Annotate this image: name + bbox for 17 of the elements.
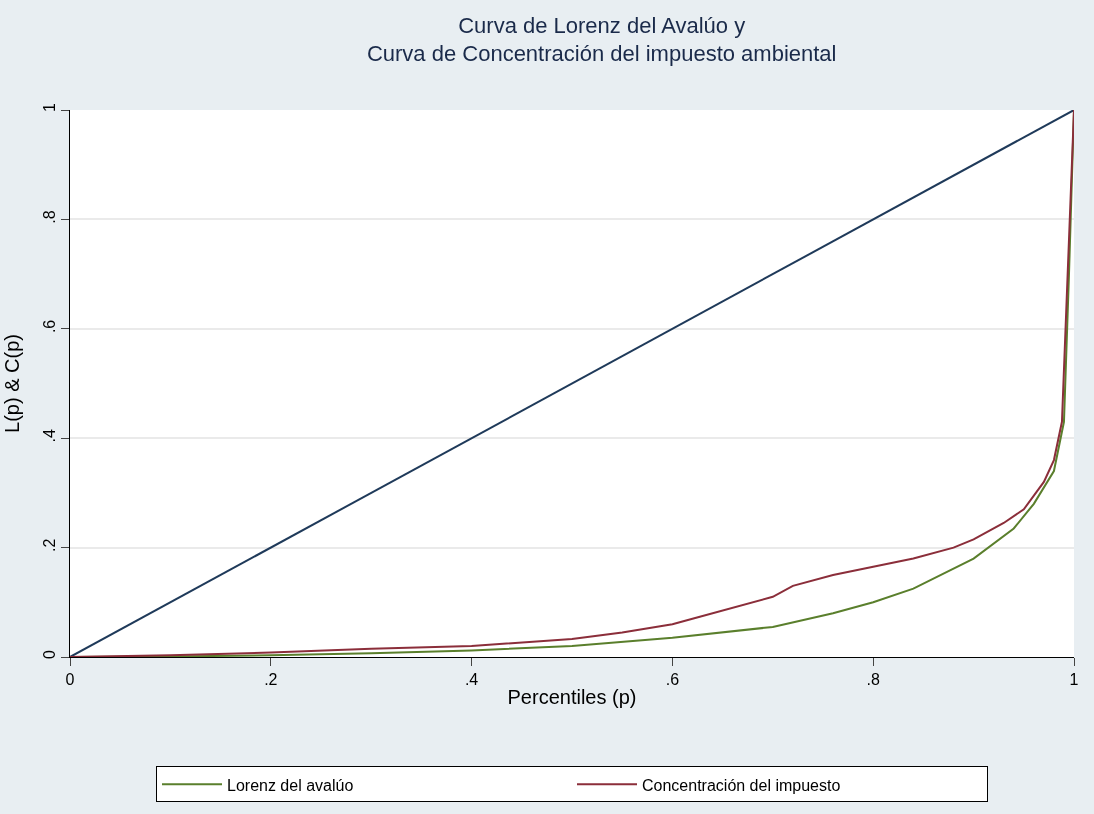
y-tick-label: 1 (40, 103, 58, 113)
y-tick-label: .4 (40, 429, 58, 443)
legend-label: Concentración del impuesto (642, 776, 841, 794)
x-tick-label: .6 (665, 671, 680, 689)
x-tick-label: 0 (65, 671, 75, 689)
y-axis-title: L(p) & C(p) (1, 334, 24, 433)
x-tick-label: 1 (1069, 671, 1079, 689)
y-tick-label: .8 (40, 210, 58, 224)
x-tick-label: .2 (264, 671, 278, 689)
x-tick-label: .8 (866, 671, 880, 689)
x-tick-label: .4 (464, 671, 479, 689)
y-tick-label: 0 (40, 650, 58, 660)
y-tick-label: .2 (40, 538, 58, 552)
legend-label: Lorenz del avalúo (227, 776, 354, 794)
x-axis-title: Percentiles (p) (507, 685, 637, 708)
y-tick-label: .6 (40, 319, 58, 334)
chart-title: Curva de Lorenz del Avalúo y Curva de Concentración del impuesto ambiental (366, 12, 837, 67)
